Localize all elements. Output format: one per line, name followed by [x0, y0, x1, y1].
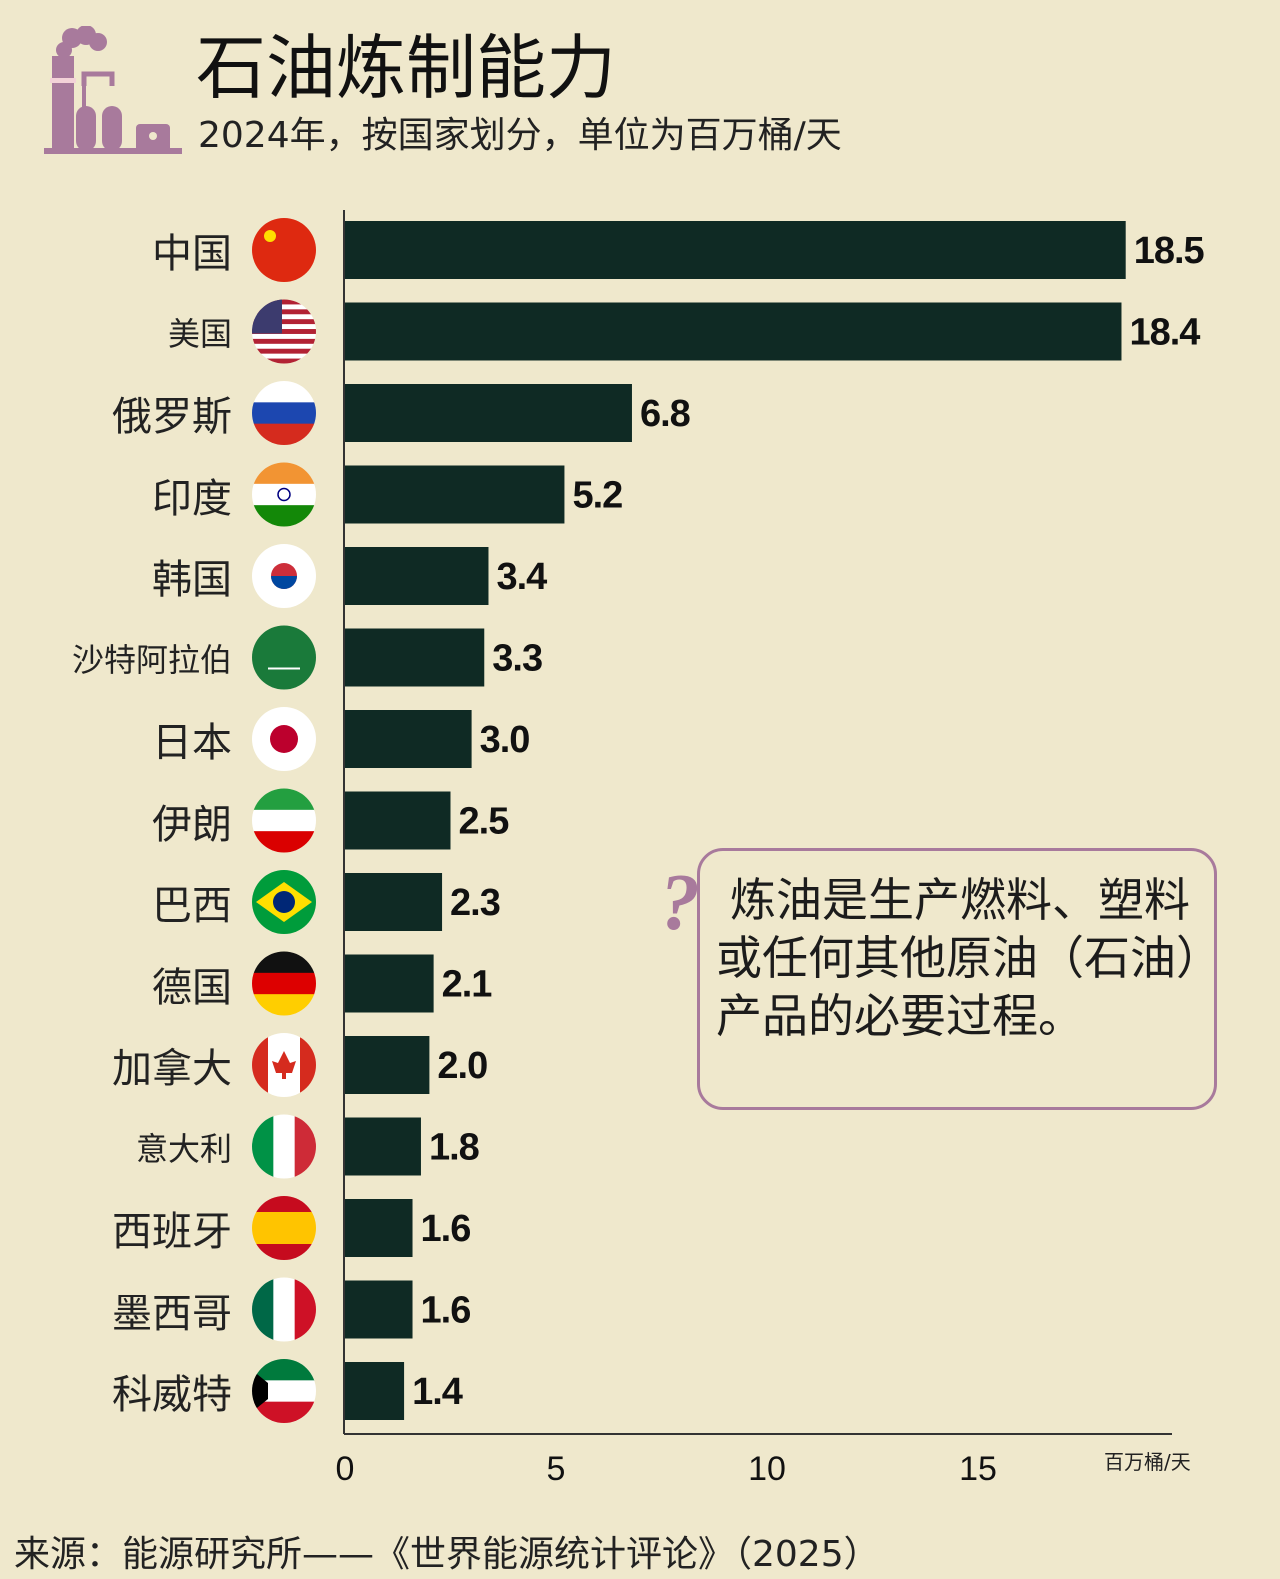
bar — [345, 547, 489, 605]
category-label: 印度 — [152, 475, 232, 522]
category-label: 科威特 — [112, 1372, 232, 1418]
flag-japan-icon — [252, 707, 316, 771]
flag-italy-icon — [252, 1114, 316, 1179]
flag-saudi-arabia-icon — [252, 625, 316, 690]
flag-iran-icon — [252, 788, 316, 853]
value-label: 1.6 — [421, 1208, 471, 1250]
category-label: 意大利 — [135, 1129, 232, 1168]
value-label: 6.8 — [640, 393, 690, 435]
category-label: 巴西 — [152, 883, 232, 929]
bar — [345, 710, 472, 768]
value-label: 2.3 — [450, 882, 500, 924]
flag-germany-icon — [252, 951, 316, 1016]
bar — [345, 384, 632, 442]
bar — [345, 465, 565, 524]
refinery-icon — [44, 26, 182, 154]
bar — [345, 302, 1122, 361]
category-label: 伊朗 — [152, 801, 232, 848]
bar — [345, 628, 485, 687]
bar — [345, 873, 443, 931]
chart-title: 石油炼制能力 — [196, 27, 616, 109]
category-label: 墨西哥 — [112, 1290, 232, 1337]
value-label: 3.0 — [480, 719, 530, 761]
category-label: 沙特阿拉伯 — [71, 640, 232, 679]
category-label: 德国 — [152, 964, 232, 1011]
category-label: 加拿大 — [112, 1046, 232, 1092]
annotation-text: 炼油是生产燃料、塑料或任何其他原油（石油）产品的必要过程。 — [716, 873, 1199, 1043]
bar — [345, 954, 434, 1013]
value-label: 3.3 — [492, 638, 542, 680]
x-tick-label: 0 — [336, 1450, 355, 1488]
flag-south-korea-icon — [252, 544, 316, 608]
bar — [345, 791, 451, 850]
value-label: 5.2 — [572, 475, 622, 517]
value-label: 18.4 — [1129, 312, 1200, 354]
category-label: 日本 — [152, 720, 232, 766]
flag-china-icon — [252, 218, 316, 282]
bar — [345, 1036, 430, 1094]
value-label: 18.5 — [1134, 230, 1205, 272]
category-label: 中国 — [152, 231, 232, 277]
category-label: 美国 — [167, 314, 232, 353]
flag-canada-icon — [252, 1033, 316, 1097]
bar — [345, 1280, 413, 1339]
flag-brazil-icon — [252, 870, 316, 934]
x-tick-label: 5 — [547, 1450, 566, 1488]
value-label: 1.6 — [421, 1290, 471, 1332]
flag-kuwait-icon — [252, 1359, 316, 1423]
annotation-box: 炼油是生产燃料、塑料或任何其他原油（石油）产品的必要过程。 — [697, 848, 1217, 1110]
bar — [345, 221, 1126, 279]
value-label: 1.8 — [429, 1127, 479, 1169]
bar — [345, 1117, 421, 1176]
flag-usa-icon — [252, 299, 316, 364]
x-tick-label: 10 — [748, 1450, 786, 1488]
category-label: 西班牙 — [112, 1209, 232, 1255]
value-label: 2.5 — [459, 801, 510, 843]
value-label: 2.1 — [442, 964, 493, 1006]
x-tick-label: 15 — [959, 1450, 997, 1488]
value-label: 2.0 — [437, 1045, 487, 1087]
flag-mexico-icon — [252, 1277, 316, 1342]
question-mark-icon: ? — [660, 859, 700, 947]
source-note: 来源：能源研究所——《世界能源统计评论》（2025） — [14, 1534, 880, 1575]
category-label: 韩国 — [152, 557, 232, 603]
bar — [345, 1199, 413, 1257]
flag-russia-icon — [252, 381, 316, 445]
value-label: 1.4 — [412, 1371, 463, 1413]
x-axis-unit: 百万桶/天 — [1104, 1450, 1191, 1474]
chart-subtitle: 2024年，按国家划分，单位为百万桶/天 — [198, 115, 842, 156]
bar — [345, 1362, 405, 1420]
flag-india-icon — [252, 462, 316, 527]
value-label: 3.4 — [496, 556, 547, 598]
flag-spain-icon — [252, 1196, 316, 1260]
category-label: 俄罗斯 — [112, 394, 232, 440]
